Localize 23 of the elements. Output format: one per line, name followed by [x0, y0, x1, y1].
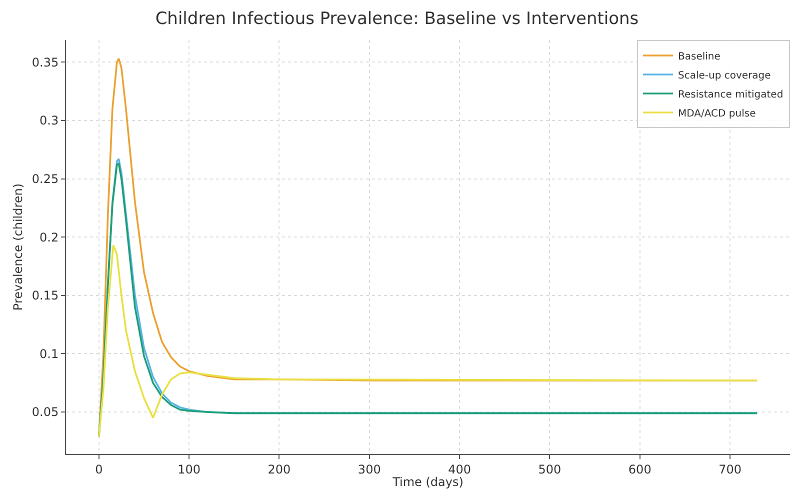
legend-label: Resistance mitigated	[678, 89, 784, 100]
x-tick-label: 0	[95, 462, 103, 476]
legend-label: MDA/ACD pulse	[678, 108, 756, 120]
y-tick-label: 0.25	[32, 172, 59, 186]
y-axis-title: Prevalence (children)	[11, 183, 26, 311]
y-tick-label: 0.35	[32, 55, 59, 70]
y-tick-label: 0.05	[32, 405, 59, 420]
x-tick-label: 500	[538, 462, 562, 476]
x-axis-title: Time (days)	[392, 475, 464, 489]
x-tick-label: 700	[718, 462, 742, 476]
x-tick-label: 300	[358, 462, 381, 476]
x-tick-label: 100	[178, 462, 201, 476]
y-tick-label: 0.2	[40, 230, 59, 244]
line-series	[98, 244, 758, 438]
legend-label: Scale-up coverage	[678, 70, 771, 82]
legend-label: Baseline	[678, 51, 720, 62]
y-tick-label: 0.1	[40, 346, 59, 361]
y-tick-label: 0.3	[40, 114, 59, 128]
x-tick-label: 400	[448, 462, 472, 476]
x-tick-label: 200	[268, 462, 291, 476]
chart-title: Children Infectious Prevalence: Baseline vs Interventions	[155, 9, 639, 30]
y-tick-label: 0.15	[32, 288, 59, 303]
x-tick-label: 600	[628, 462, 652, 476]
